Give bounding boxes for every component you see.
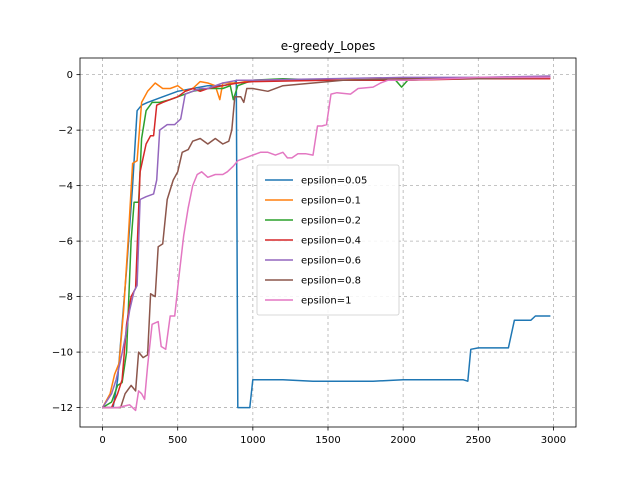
x-tick-label: 2500	[466, 435, 491, 446]
chart-title: e-greedy_Lopes	[281, 39, 376, 53]
series-line-0	[102, 79, 551, 409]
y-tick-label: −8	[58, 292, 73, 303]
x-tick-label: 2000	[390, 435, 415, 446]
x-tick-label: 3000	[541, 435, 566, 446]
legend-label-6: epsilon=1	[301, 296, 351, 307]
legend: epsilon=0.05 epsilon=0.1 epsilon=0.2 epsilo…	[256, 164, 400, 316]
y-tick-label: −12	[52, 403, 73, 414]
legend-label-5: epsilon=0.8	[301, 276, 361, 287]
x-tick-label: 0	[99, 435, 105, 446]
y-tick-label: 0	[67, 70, 73, 81]
y-axis-ticks: 0 −2 −4 −6 −8 −10 −12	[52, 70, 80, 414]
legend-label-1: epsilon=0.1	[301, 196, 361, 207]
series-line-4	[101, 75, 551, 409]
x-axis-ticks: 0 500 1000 1500 2000 2500 3000	[99, 427, 566, 446]
legend-label-4: epsilon=0.6	[301, 256, 361, 267]
x-tick-label: 1500	[315, 435, 340, 446]
series-line-6	[102, 76, 551, 412]
legend-label-3: epsilon=0.4	[301, 236, 361, 247]
series-line-5	[102, 76, 551, 409]
series-lines	[101, 75, 551, 412]
legend-label-2: epsilon=0.2	[301, 216, 361, 227]
y-tick-label: −6	[58, 237, 73, 248]
x-tick-label: 1000	[240, 435, 265, 446]
legend-label-0: epsilon=0.05	[301, 176, 367, 187]
x-tick-label: 500	[168, 435, 187, 446]
legend-box	[256, 164, 400, 316]
y-tick-label: −4	[58, 181, 73, 192]
y-tick-label: −10	[52, 348, 73, 359]
series-line-1	[101, 76, 551, 408]
y-tick-label: −2	[58, 126, 73, 137]
